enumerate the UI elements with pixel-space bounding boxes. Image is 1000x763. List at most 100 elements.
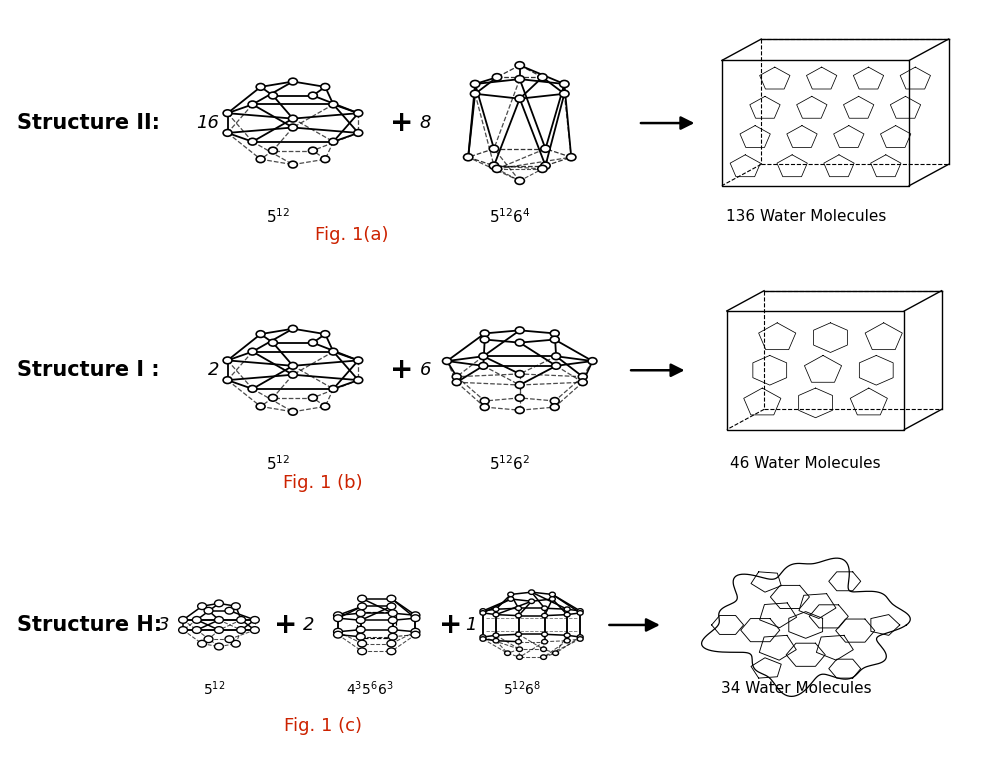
Circle shape (250, 626, 259, 633)
Circle shape (529, 599, 535, 604)
Text: +: + (390, 109, 413, 137)
Circle shape (223, 110, 232, 117)
Circle shape (223, 130, 232, 137)
Circle shape (288, 372, 297, 378)
Circle shape (256, 330, 265, 337)
Circle shape (237, 626, 246, 633)
Circle shape (204, 607, 213, 614)
Text: 8: 8 (419, 114, 431, 132)
Text: +: + (439, 611, 462, 639)
Circle shape (269, 340, 277, 346)
Circle shape (552, 362, 561, 369)
Text: 6: 6 (419, 361, 431, 379)
Circle shape (308, 92, 317, 99)
Circle shape (516, 632, 522, 636)
Circle shape (354, 357, 363, 364)
Circle shape (387, 640, 396, 647)
Circle shape (334, 629, 342, 635)
Circle shape (321, 156, 330, 163)
Circle shape (329, 385, 338, 392)
Circle shape (508, 592, 514, 597)
Circle shape (578, 379, 587, 385)
Circle shape (321, 403, 330, 410)
Circle shape (354, 130, 363, 137)
Circle shape (515, 95, 524, 102)
Circle shape (489, 162, 499, 169)
Circle shape (515, 394, 524, 401)
Circle shape (493, 607, 499, 611)
Circle shape (358, 603, 367, 610)
Text: $5^{12}$: $5^{12}$ (203, 679, 225, 698)
Circle shape (515, 371, 524, 378)
Circle shape (452, 373, 461, 380)
Circle shape (237, 617, 246, 623)
Circle shape (480, 610, 486, 615)
Circle shape (480, 404, 489, 410)
Circle shape (577, 610, 583, 615)
Circle shape (517, 655, 523, 659)
Circle shape (388, 610, 397, 617)
Circle shape (470, 90, 480, 98)
Circle shape (215, 617, 223, 623)
Circle shape (578, 373, 587, 380)
Circle shape (215, 643, 223, 650)
Circle shape (542, 613, 548, 618)
Circle shape (560, 90, 569, 98)
Circle shape (529, 590, 535, 594)
Circle shape (248, 138, 257, 145)
Circle shape (269, 394, 277, 401)
Circle shape (480, 635, 486, 639)
Circle shape (388, 617, 397, 623)
Text: Structure II:: Structure II: (17, 113, 160, 133)
Circle shape (538, 74, 547, 81)
Text: $5^{12}$: $5^{12}$ (266, 208, 290, 226)
Circle shape (515, 62, 524, 69)
Circle shape (560, 80, 569, 88)
Circle shape (470, 80, 480, 88)
Circle shape (541, 647, 547, 652)
Circle shape (505, 651, 511, 655)
Circle shape (493, 639, 499, 643)
Circle shape (549, 597, 555, 601)
Circle shape (515, 177, 524, 185)
Circle shape (480, 336, 489, 343)
Circle shape (179, 617, 188, 623)
Circle shape (256, 156, 265, 163)
Circle shape (321, 83, 330, 90)
Circle shape (542, 606, 548, 610)
Text: 3: 3 (158, 616, 170, 634)
Circle shape (256, 83, 265, 90)
Circle shape (493, 633, 499, 638)
Text: Fig. 1(a): Fig. 1(a) (315, 227, 389, 244)
Circle shape (356, 633, 365, 640)
Circle shape (516, 613, 522, 618)
Circle shape (256, 403, 265, 410)
Circle shape (538, 166, 547, 172)
Circle shape (308, 394, 317, 401)
Text: $5^{12}6^8$: $5^{12}6^8$ (503, 679, 541, 698)
Circle shape (588, 358, 597, 365)
Circle shape (248, 385, 257, 392)
Circle shape (288, 115, 297, 122)
Text: 16: 16 (196, 114, 219, 132)
Circle shape (288, 124, 297, 131)
Circle shape (354, 377, 363, 384)
Circle shape (179, 626, 188, 633)
Text: Fig. 1 (b): Fig. 1 (b) (283, 474, 362, 491)
Circle shape (198, 603, 207, 610)
Circle shape (288, 325, 297, 332)
Circle shape (192, 626, 201, 633)
Circle shape (231, 640, 240, 647)
Circle shape (517, 647, 523, 652)
Circle shape (334, 615, 342, 622)
Circle shape (442, 358, 451, 365)
Circle shape (515, 327, 524, 333)
Text: 46 Water Molecules: 46 Water Molecules (730, 456, 881, 472)
Circle shape (354, 110, 363, 117)
Circle shape (550, 404, 559, 410)
Circle shape (541, 162, 550, 169)
Circle shape (334, 631, 342, 638)
Circle shape (492, 74, 502, 81)
Circle shape (356, 626, 365, 633)
Circle shape (480, 609, 486, 613)
